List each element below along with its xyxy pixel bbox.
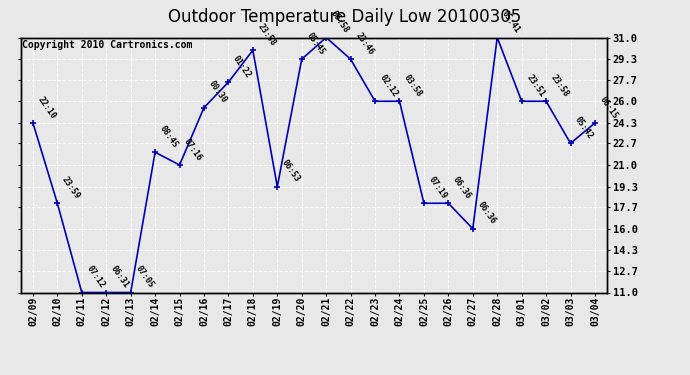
Text: 07:19: 07:19 (426, 175, 449, 201)
Text: 03:58: 03:58 (402, 73, 424, 99)
Text: 07:12: 07:12 (85, 264, 106, 290)
Text: 05:45: 05:45 (304, 31, 326, 56)
Text: 22:10: 22:10 (36, 94, 57, 120)
Text: 05:41: 05:41 (500, 9, 522, 35)
Text: 06:36: 06:36 (451, 175, 473, 201)
Text: 23:58: 23:58 (549, 73, 571, 99)
Text: 00:30: 00:30 (207, 79, 228, 105)
Text: 08:45: 08:45 (158, 124, 179, 150)
Text: Outdoor Temperature Daily Low 20100305: Outdoor Temperature Daily Low 20100305 (168, 8, 522, 26)
Text: 07:05: 07:05 (133, 264, 155, 290)
Text: 07:16: 07:16 (182, 136, 204, 162)
Text: Copyright 2010 Cartronics.com: Copyright 2010 Cartronics.com (22, 40, 193, 50)
Text: 23:51: 23:51 (524, 73, 546, 99)
Text: 01:22: 01:22 (231, 54, 253, 80)
Text: 23:58: 23:58 (255, 22, 277, 48)
Text: 23:46: 23:46 (353, 31, 375, 56)
Text: 02:12: 02:12 (378, 73, 400, 99)
Text: 06:53: 06:53 (280, 158, 302, 184)
Text: 06:36: 06:36 (475, 200, 497, 226)
Text: 05:42: 05:42 (573, 115, 595, 141)
Text: 06:58: 06:58 (329, 9, 351, 35)
Text: 06:15: 06:15 (598, 94, 620, 120)
Text: 06:31: 06:31 (109, 264, 130, 290)
Text: 23:59: 23:59 (60, 175, 82, 201)
